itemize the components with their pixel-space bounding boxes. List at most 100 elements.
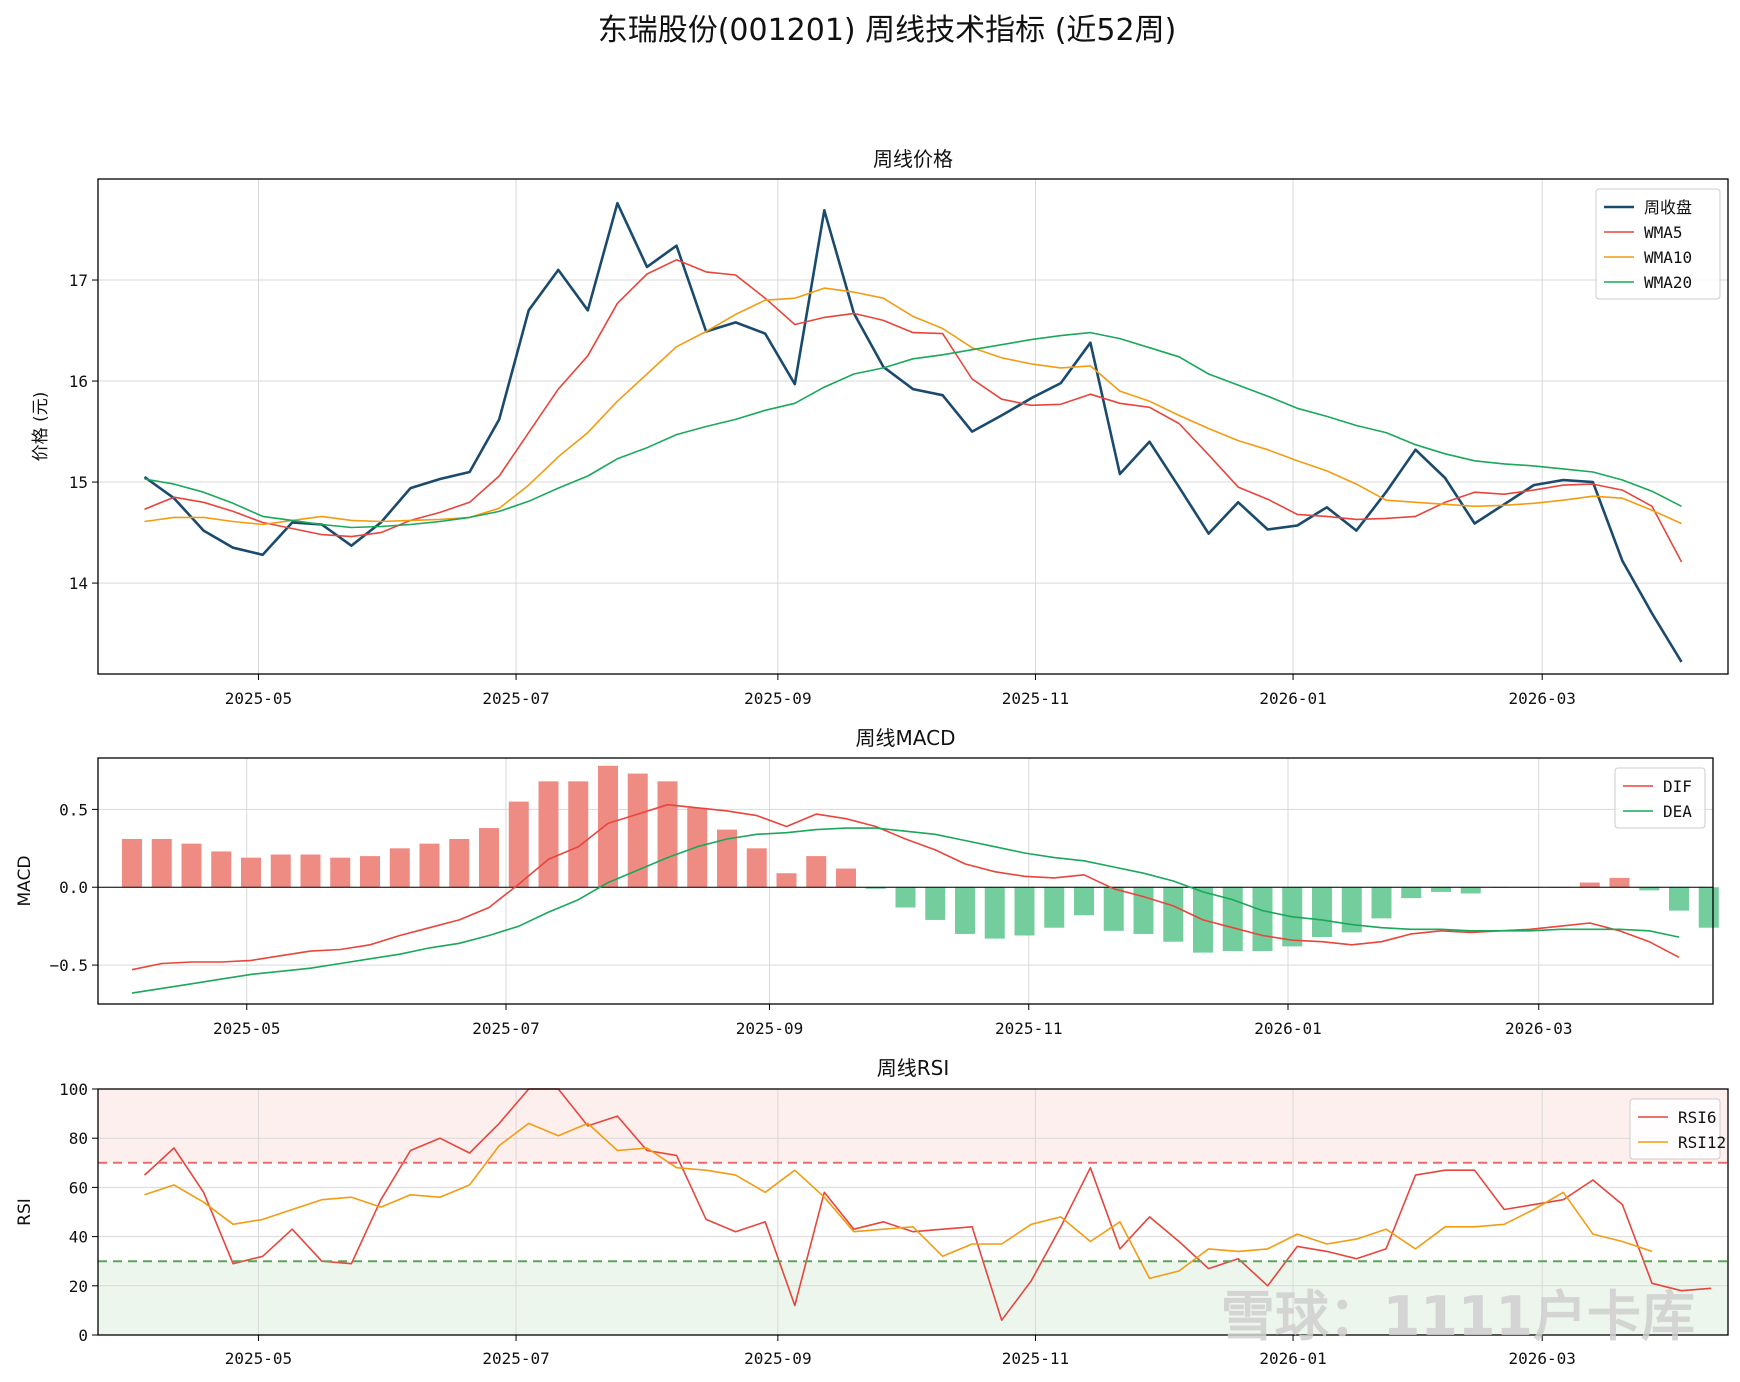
macd-bar [1103, 887, 1124, 931]
series-line-周收盘 [143, 201, 1683, 663]
macd-bar [1669, 887, 1689, 911]
x-tick-label: 2026-03 [1508, 689, 1575, 708]
y-axis-label: MACD [15, 856, 35, 907]
macd-bar [1222, 887, 1243, 952]
macd-bar [895, 887, 916, 908]
macd-bar [449, 838, 470, 888]
series-line-dea [131, 827, 1680, 994]
macd-bar [151, 838, 172, 888]
macd-bar [1163, 887, 1184, 942]
y-axis-label: RSI [15, 1198, 35, 1226]
macd-bar [984, 887, 1005, 939]
legend-label: DEA [1663, 802, 1692, 821]
legend-label: 周收盘 [1644, 198, 1692, 217]
legend-label: WMA10 [1644, 248, 1692, 267]
y-tick-label: 14 [69, 574, 88, 593]
macd-bar [1074, 887, 1094, 916]
x-tick-label: 2026-01 [1259, 689, 1326, 708]
legend-box [1614, 767, 1706, 829]
macd-bar [1252, 887, 1273, 952]
y-tick-label: 60 [69, 1178, 88, 1197]
macd-bar [360, 856, 380, 888]
legend-label: RSI12 [1678, 1133, 1726, 1152]
panel-title: 周线MACD [856, 726, 956, 750]
rsi-panel: 2025-05 2025-07 2025-09 2025-11 2026-01 2026-… [15, 1056, 1729, 1368]
macd-bar [925, 887, 946, 920]
macd-bar [1401, 887, 1422, 899]
macd-bar [479, 828, 499, 888]
x-tick-label: 2026-01 [1254, 1019, 1321, 1038]
y-tick-label: 100 [59, 1080, 88, 1099]
legend: 周收盘 WMA5 WMA10 WMA20 [1595, 188, 1721, 300]
macd-bar [1044, 887, 1065, 928]
series-line-dif [131, 803, 1680, 971]
macd-panel: 2025-05 2025-07 2025-09 2025-11 2026-01 2026-… [15, 726, 1719, 1038]
panel-title: 周线RSI [877, 1056, 950, 1080]
macd-bar [389, 848, 410, 888]
price-panel: 2025-05 2025-07 2025-09 2025-11 2026-01 2026-… [31, 147, 1729, 708]
macd-bar [1371, 887, 1392, 919]
y-tick-label: 0.0 [59, 878, 88, 897]
macd-bar [1609, 877, 1630, 888]
y-axis-label: 价格 (元) [31, 392, 51, 462]
macd-bar [538, 781, 559, 888]
series-line-rsi6 [143, 1088, 1712, 1321]
x-tick-label: 2025-07 [482, 1349, 549, 1368]
macd-bar [1014, 887, 1035, 936]
legend: DIF DEA [1614, 767, 1706, 829]
y-tick-label: −0.5 [49, 956, 88, 975]
y-tick-label: 16 [69, 372, 88, 391]
macd-bar [241, 857, 261, 888]
figure-suptitle: 东瑞股份(001201) 周线技术指标 (近52周) [598, 13, 1177, 48]
x-tick-label: 2026-01 [1259, 1349, 1326, 1368]
macd-bar [181, 843, 202, 888]
panel-title: 周线价格 [873, 147, 953, 171]
macd-bar [270, 854, 291, 888]
macd-bar [1639, 887, 1660, 891]
y-tick-label: 20 [69, 1277, 88, 1296]
legend-label: WMA5 [1644, 223, 1683, 242]
legend-label: DIF [1663, 777, 1692, 796]
x-tick-label: 2025-05 [225, 689, 292, 708]
axes-frame [97, 178, 1729, 675]
macd-bar [598, 765, 618, 888]
axes-frame [97, 757, 1714, 1005]
series-line-rsi12 [144, 1122, 1653, 1280]
legend-label: WMA20 [1644, 273, 1692, 292]
series-line-wma5 [144, 258, 1683, 563]
legend: RSI6 RSI12 [1629, 1098, 1726, 1160]
x-tick-label: 2025-11 [995, 1019, 1062, 1038]
series-line-wma20 [144, 331, 1682, 529]
macd-bar [330, 857, 351, 888]
x-tick-label: 2025-11 [1002, 689, 1069, 708]
macd-bar [1312, 887, 1332, 938]
macd-bar [419, 843, 440, 888]
macd-bar [746, 848, 767, 888]
macd-bar [776, 873, 797, 888]
macd-bar [508, 801, 529, 888]
macd-bar [836, 868, 856, 888]
macd-bar [1341, 887, 1362, 933]
legend-box [1629, 1098, 1721, 1160]
macd-bar [211, 851, 232, 888]
y-tick-label: 0.5 [59, 800, 88, 819]
x-tick-label: 2025-07 [482, 689, 549, 708]
macd-bar [657, 781, 678, 888]
legend-box [1595, 188, 1721, 300]
x-tick-label: 2025-11 [1002, 1349, 1069, 1368]
x-tick-label: 2026-03 [1505, 1019, 1572, 1038]
macd-bar [717, 829, 737, 888]
watermark-text: 雪球：1111户卡库 [1221, 1285, 1695, 1348]
series-line-wma10 [144, 287, 1682, 526]
x-tick-label: 2026-03 [1508, 1349, 1575, 1368]
macd-bar [1431, 887, 1451, 892]
x-tick-label: 2025-09 [744, 689, 811, 708]
overbought-zone [98, 1089, 1728, 1163]
macd-bar [1579, 882, 1600, 888]
macd-bar [300, 854, 321, 888]
axes-frame [97, 1088, 1729, 1336]
y-tick-label: 15 [69, 473, 88, 492]
macd-bar [865, 887, 886, 889]
y-tick-label: 40 [69, 1228, 88, 1247]
